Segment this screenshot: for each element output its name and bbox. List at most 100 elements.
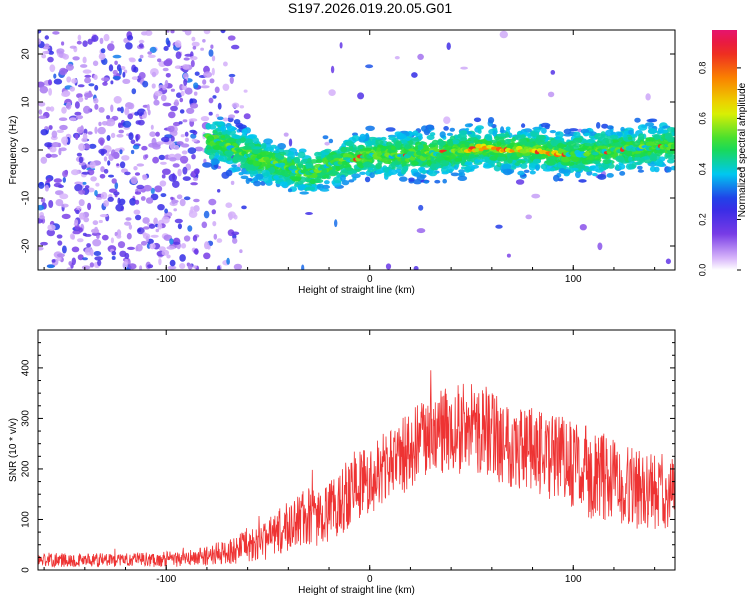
noise-blob [145,197,154,204]
noise-blob [84,185,90,189]
ridge-blob [596,122,601,129]
noise-blob [39,215,45,220]
noise-blob [112,75,121,80]
noise-blob [339,42,343,49]
noise-blob [229,76,234,85]
ridge-blob [645,137,650,141]
noise-blob [82,257,88,261]
noise-blob [69,45,77,49]
ridge-blob [627,136,633,141]
noise-blob [119,250,127,257]
noise-blob [136,184,145,190]
ridge-blob [565,145,571,153]
ridge-blob [638,133,645,140]
ridge-blob [535,164,540,171]
noise-blob [231,102,240,109]
y-tick-label: 0 [21,567,32,573]
ridge-blob [646,119,655,123]
ridge-blob [637,169,645,173]
ridge-blob [517,170,525,176]
y-axis-label: SNR (10 * v/v) [8,418,19,482]
noise-blob [203,71,213,78]
ridge-blob [639,157,645,164]
noise-blob [124,171,131,176]
ridge-blob [297,183,307,190]
noise-blob [61,213,71,220]
noise-blob [174,99,179,107]
ridge-blob [359,171,366,175]
noise-blob [183,196,191,201]
noise-blob [443,116,451,124]
noise-blob [126,232,132,240]
noise-blob [56,48,65,54]
noise-blob [155,131,160,137]
ridge-blob [489,152,497,156]
colorbar [712,30,737,270]
ridge-blob [473,117,482,123]
ridge-blob [439,131,446,138]
ridge-blob [518,138,527,145]
noise-blob [142,174,148,181]
ridge-blob [464,123,473,128]
ridge-blob [606,173,614,178]
noise-blob [214,86,220,94]
noise-blob [189,56,198,61]
noise-blob [220,30,226,34]
noise-blob [71,78,78,84]
noise-blob [88,143,97,149]
noise-blob [97,126,106,135]
ridge-blob [266,165,270,169]
noise-blob [94,226,99,234]
ridge-blob [322,157,329,165]
ridge-blob [412,130,419,136]
colorbar-tick-label: 0.4 [697,163,707,176]
noise-blob [98,148,108,155]
noise-blob [179,198,186,207]
noise-blob [75,115,84,120]
ridge-blob [413,172,422,178]
ridge-blob [411,161,419,166]
x-tick-label: 0 [367,274,373,285]
noise-blob [150,234,159,238]
noise-blob [65,63,74,71]
noise-blob [81,265,91,270]
ridge-blob [391,166,396,171]
noise-blob [190,182,198,186]
noise-blob [170,135,175,142]
ridge-blob [377,144,384,148]
noise-blob [365,64,374,69]
noise-blob [106,115,111,120]
noise-blob [78,189,86,195]
noise-blob [108,174,114,178]
ridge-blob [648,137,655,143]
ridge-blob [208,136,213,142]
noise-blob [190,206,195,211]
noise-blob [119,198,126,205]
noise-blob [207,244,211,250]
noise-blob [192,45,197,50]
noise-blob [223,61,228,67]
noise-blob [132,144,140,150]
noise-blob [239,249,243,254]
noise-blob [87,202,92,211]
noise-blob [191,138,198,142]
noise-blob [283,132,289,137]
noise-blob [506,253,511,258]
noise-blob [169,259,176,267]
noise-blob [58,117,68,121]
noise-blob [134,172,141,176]
ridge-blob [274,146,280,151]
ridge-blob [252,159,260,167]
ridge-blob [478,159,484,163]
noise-blob [56,253,65,258]
ridge-blob [450,172,460,177]
noise-blob [112,69,118,75]
noise-blob [228,73,236,78]
ridge-blob [451,139,460,145]
noise-blob [182,176,191,182]
heatmap-data [38,30,675,270]
ridge-blob [521,123,526,128]
ridge-blob [390,145,396,151]
noise-blob [129,198,137,206]
noise-blob [140,196,146,201]
